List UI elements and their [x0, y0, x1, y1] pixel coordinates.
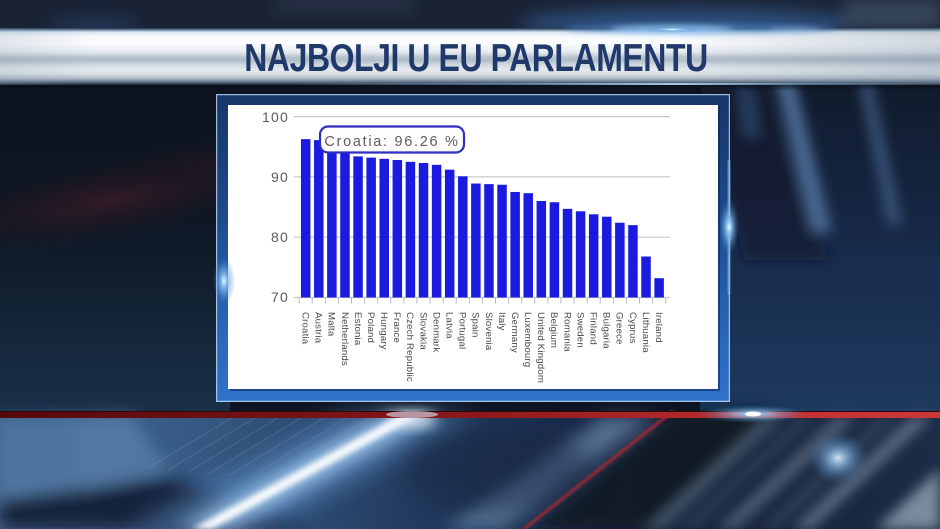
svg-text:Germany: Germany — [509, 312, 520, 353]
svg-text:Malta: Malta — [326, 312, 337, 337]
svg-text:Romania: Romania — [561, 312, 572, 352]
svg-text:90: 90 — [271, 169, 289, 185]
svg-text:100: 100 — [262, 109, 289, 125]
svg-text:Lithuania: Lithuania — [640, 312, 651, 353]
svg-text:80: 80 — [271, 229, 289, 245]
svg-text:Hungary: Hungary — [378, 312, 389, 350]
svg-text:Greece: Greece — [614, 312, 625, 345]
svg-text:Latvia: Latvia — [443, 312, 454, 339]
svg-text:Croatia: Croatia — [300, 312, 311, 345]
svg-text:Belgium: Belgium — [548, 312, 559, 348]
svg-text:Slovakia: Slovakia — [417, 312, 428, 350]
svg-text:Luxembourg: Luxembourg — [522, 312, 533, 367]
svg-text:Austria: Austria — [313, 312, 324, 344]
svg-text:Cyprus: Cyprus — [627, 312, 638, 344]
svg-text:Spain: Spain — [470, 312, 481, 338]
svg-text:Finland: Finland — [587, 312, 598, 345]
svg-text:Poland: Poland — [365, 312, 376, 343]
svg-text:Portugal: Portugal — [457, 312, 468, 349]
svg-text:Croatia: 96.26 %: Croatia: 96.26 % — [324, 134, 459, 150]
svg-text:Ireland: Ireland — [653, 312, 664, 343]
svg-text:Netherlands: Netherlands — [339, 312, 350, 366]
svg-text:70: 70 — [271, 289, 289, 305]
svg-text:Italy: Italy — [496, 312, 507, 331]
svg-text:Czech Republic: Czech Republic — [404, 312, 415, 382]
svg-text:United Kingdom: United Kingdom — [535, 312, 546, 383]
svg-text:Estonia: Estonia — [352, 312, 363, 346]
svg-text:Slovenia: Slovenia — [483, 312, 494, 351]
svg-text:Sweden: Sweden — [574, 312, 585, 348]
svg-text:Denmark: Denmark — [430, 312, 441, 352]
svg-text:Bulgaria: Bulgaria — [601, 312, 612, 349]
svg-text:France: France — [391, 312, 402, 343]
